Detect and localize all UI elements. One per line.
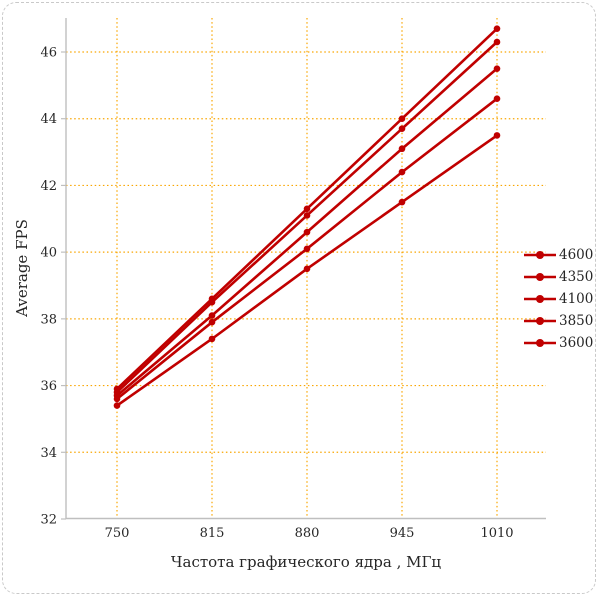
y-tick-label: 46: [40, 46, 57, 61]
data-point-4350: [493, 38, 501, 46]
y-tick-label: 36: [40, 379, 57, 394]
data-point-3600: [303, 265, 311, 273]
data-point-4600: [493, 25, 501, 32]
data-point-4600: [303, 205, 311, 213]
x-tick-label: 880: [295, 526, 320, 541]
legend-item-4600: 4600: [523, 244, 593, 266]
data-point-4600: [398, 115, 406, 123]
legend-label: 4600: [559, 247, 594, 263]
data-point-3850: [208, 318, 216, 326]
y-tick-label: 42: [40, 179, 57, 194]
legend-marker-icon: [524, 273, 556, 281]
data-point-4100: [493, 65, 501, 72]
legend-label: 3600: [559, 335, 594, 351]
legend-item-4350: 4350: [523, 266, 593, 288]
data-point-3850: [113, 395, 121, 403]
legend-item-3600: 3600: [523, 332, 593, 354]
x-tick-label: 750: [105, 526, 130, 541]
y-tick-label: 34: [40, 446, 57, 461]
y-axis-title: Average FPS: [13, 219, 31, 318]
data-point-4350: [208, 298, 216, 306]
axes: [61, 18, 546, 520]
legend-marker-icon: [524, 295, 556, 303]
data-point-3600: [398, 198, 406, 206]
data-point-4350: [303, 212, 311, 219]
x-axis-title: Частота графического ядра , МГц: [171, 553, 442, 571]
data-point-3600: [113, 402, 121, 409]
y-tick-label: 38: [40, 312, 57, 327]
data-point-4350: [398, 125, 406, 133]
legend-item-4100: 4100: [523, 288, 593, 310]
data-point-3850: [493, 95, 501, 102]
legend: 4600 4350 4100 3850 3600: [523, 244, 593, 354]
tick-labels: 32 34 36 38 40 42 44 46 750 815 880 945 1010: [40, 46, 513, 542]
legend-marker-icon: [524, 317, 556, 325]
legend-item-3850: 3850: [523, 310, 593, 332]
y-tick-label: 32: [40, 513, 57, 528]
x-tick-label: 1010: [480, 526, 513, 541]
data-point-3850: [398, 168, 406, 176]
legend-label: 3850: [559, 313, 594, 329]
x-tick-label: 815: [200, 526, 225, 541]
legend-marker-icon: [524, 251, 556, 259]
legend-label: 4100: [559, 291, 594, 307]
data-point-4100: [303, 228, 311, 236]
data-series: [113, 25, 501, 409]
legend-label: 4350: [559, 269, 594, 285]
data-point-4100: [208, 312, 216, 319]
data-point-3600: [208, 335, 216, 343]
data-point-3600: [493, 132, 501, 139]
legend-marker-icon: [524, 339, 556, 347]
y-tick-label: 44: [40, 112, 57, 127]
data-point-3850: [303, 245, 311, 253]
x-tick-label: 945: [390, 526, 415, 541]
y-tick-label: 40: [40, 246, 57, 261]
data-point-4100: [398, 145, 406, 153]
